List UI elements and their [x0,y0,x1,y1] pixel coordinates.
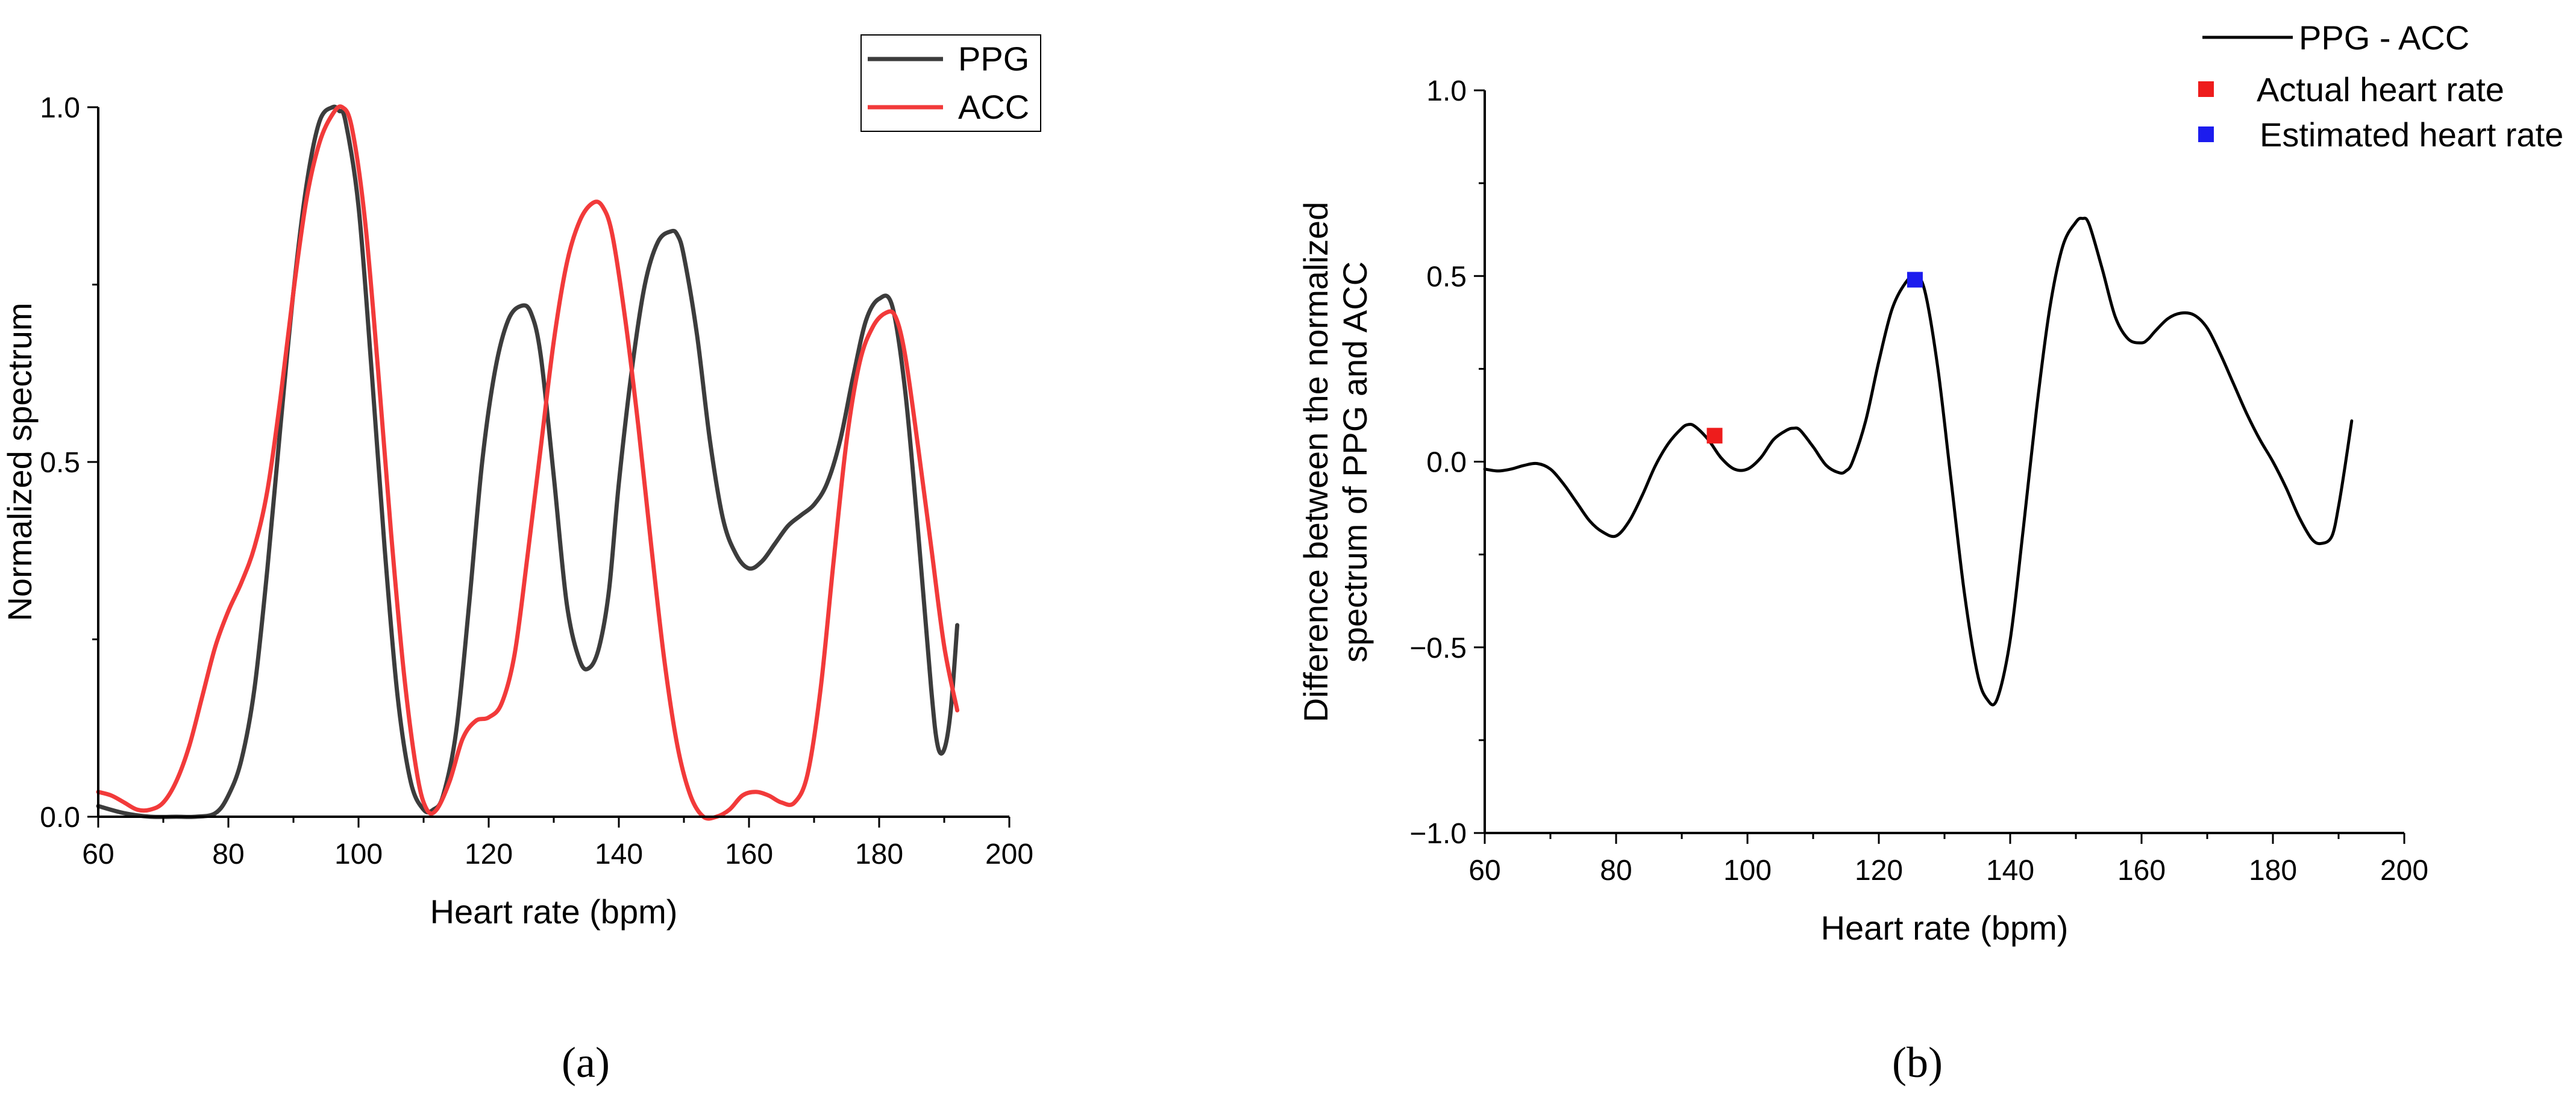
chart-a-x-tick-label: 200 [985,838,1033,870]
chart-b-markers [1706,272,1923,444]
chart-a-x-tick-label: 160 [725,838,773,870]
series-ppg-acc-line [1483,216,2354,707]
chart-b-x-tick-label: 200 [2380,855,2428,887]
chart-a-y-axis-title: Normalized spectrum [1,302,39,621]
chart-a: 60 80 100 120 140 160 180 200 0.0 0.5 1.0 Heart ra… [1,34,1041,931]
chart-a-legend-box [860,34,1041,132]
legend-acc-label: ACC [958,88,1029,126]
chart-b-x-tick-label: 140 [1986,855,2034,887]
chart-a-legend: PPG ACC [860,34,1041,132]
chart-b-y-tick-label: 1.0 [1426,75,1467,107]
legend-actual-label: Actual heart rate [2257,70,2504,108]
chart-a-ticks: 60 80 100 120 140 160 180 200 0.0 0.5 1.0 [40,92,1033,870]
chart-b-x-tick-label: 100 [1723,855,1772,887]
legend-difference-label: PPG - ACC [2299,19,2469,57]
chart-a-x-tick-label: 60 [82,838,114,870]
chart-a-x-axis-title: Heart rate (bpm) [430,893,678,931]
chart-b-x-tick-label: 120 [1855,855,1903,887]
chart-a-x-tick-label: 120 [465,838,513,870]
series-acc-line [96,104,960,821]
series-ppg-line [96,104,960,819]
chart-a-x-tick-label: 180 [855,838,903,870]
chart-b-y-axis-title-line1: Difference between the normalized [1297,202,1335,722]
chart-a-x-tick-label: 80 [212,838,244,870]
chart-b-x-axis-title: Heart rate (bpm) [1821,909,2069,947]
panel-a-label: (a) [562,1038,610,1087]
chart-b-x-tick-label: 60 [1468,855,1500,887]
actual-heart-rate-marker [1706,428,1723,444]
chart-a-y-tick-label: 0.5 [40,447,80,479]
chart-b-y-tick-label: −1.0 [1409,818,1467,850]
chart-b-y-tick-label: −0.5 [1409,632,1467,664]
chart-b-legend: PPG - ACC Actual heart rate Estimated he… [2198,19,2563,154]
chart-b-x-tick-label: 80 [1600,855,1632,887]
chart-b-curves [1483,216,2354,707]
chart-b-y-tick-label: 0.0 [1426,447,1467,479]
estimated-heart-rate-marker [1907,272,1923,288]
chart-b-ticks: 60 80 100 120 140 160 180 200 −1.0 −0.5 0.0 0.5 1.0 [1409,75,2428,887]
chart-b-y-axis-title-line2: spectrum of PPG and ACC [1336,261,1374,663]
chart-a-x-tick-label: 100 [334,838,383,870]
chart-a-y-tick-label: 0.0 [40,802,80,834]
chart-b-x-tick-label: 180 [2249,855,2297,887]
chart-b: 60 80 100 120 140 160 180 200−1.0−0.50.00.51.0 … [1297,19,2563,947]
chart-b-x-tick-label: 160 [2117,855,2166,887]
chart-a-y-tick-label: 1.0 [40,92,80,124]
legend-estimated-marker [2198,126,2214,142]
legend-ppg-label: PPG [958,40,1029,78]
panel-b-label: (b) [1892,1038,1943,1087]
chart-a-x-tick-label: 140 [595,838,643,870]
legend-actual-marker [2198,81,2214,97]
legend-estimated-label: Estimated heart rate [2260,116,2563,154]
chart-b-y-tick-label: 0.5 [1426,261,1467,293]
chart-a-curves [96,104,960,821]
